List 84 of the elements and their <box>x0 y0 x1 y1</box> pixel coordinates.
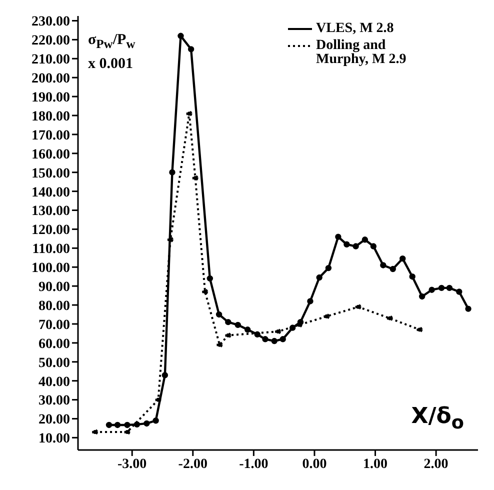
point <box>254 331 260 338</box>
y-tick-label: 120.00 <box>32 223 70 238</box>
point <box>92 428 98 435</box>
y-tick-label: 130.00 <box>32 204 70 220</box>
point <box>202 288 208 295</box>
point <box>362 236 368 243</box>
point <box>114 422 121 428</box>
y-tick-label: 60.00 <box>38 336 70 352</box>
legend-label: Dolling and Murphy, M 2.9 <box>316 38 408 67</box>
point <box>216 342 223 348</box>
point <box>400 255 406 262</box>
point <box>344 241 350 248</box>
point <box>416 326 423 333</box>
x-tick-label: 0.00 <box>302 456 327 472</box>
point <box>234 322 241 328</box>
point <box>380 262 386 268</box>
point <box>289 324 296 331</box>
point <box>206 275 214 282</box>
y-tick-label: 170.00 <box>32 128 70 144</box>
y-tick-label: 200.00 <box>32 72 70 87</box>
point <box>216 311 222 318</box>
point <box>225 318 232 326</box>
y-tick-label: 10.00 <box>38 432 70 447</box>
y-tick-label: 190.00 <box>32 90 70 106</box>
point <box>280 336 286 342</box>
point <box>324 313 330 320</box>
point <box>307 298 314 304</box>
point <box>428 286 435 293</box>
point <box>244 326 251 333</box>
point <box>124 422 130 428</box>
y-tick-label: 70.00 <box>38 318 70 333</box>
point <box>271 338 278 344</box>
y-tick-label: 180.00 <box>32 109 70 124</box>
point <box>370 243 377 250</box>
point <box>275 328 281 335</box>
x-tick-label: -2.00 <box>178 456 208 472</box>
point <box>325 264 332 272</box>
point <box>169 169 176 176</box>
point <box>162 372 168 378</box>
point <box>390 266 396 272</box>
y-tick-label: 140.00 <box>32 185 70 200</box>
point <box>465 306 472 312</box>
point <box>225 332 232 338</box>
y-tick-label: 90.00 <box>38 280 70 296</box>
y-tick-label: 110.00 <box>32 242 70 258</box>
y-tick-label: 30.00 <box>38 394 70 409</box>
x-tick-label: -1.00 <box>239 456 268 472</box>
point <box>386 315 393 322</box>
point <box>262 336 268 342</box>
y-tick-label: 160.00 <box>32 147 70 162</box>
y-tick-label: 230.00 <box>32 14 70 30</box>
x-tick-label: 1.00 <box>363 456 388 472</box>
point <box>355 304 362 310</box>
point <box>134 421 140 428</box>
point <box>106 422 112 428</box>
point <box>188 46 194 52</box>
y-tick-label: 20.00 <box>38 412 70 428</box>
point <box>152 418 159 424</box>
y-tick-label: 80.00 <box>38 298 70 314</box>
point <box>167 236 174 243</box>
legend-label: VLES, M 2.8 <box>316 21 395 36</box>
point <box>192 175 198 182</box>
point <box>446 284 453 292</box>
x-tick-label: 2.00 <box>424 456 448 472</box>
y-tick-label: 150.00 <box>32 166 70 182</box>
point <box>418 293 426 300</box>
point <box>456 288 462 295</box>
y-tick-label: 100.00 <box>32 261 70 276</box>
point <box>124 428 130 435</box>
point <box>186 110 192 117</box>
point <box>438 284 445 292</box>
y-tick-label: 220.00 <box>32 34 70 49</box>
y-tick-label: 40.00 <box>38 374 70 390</box>
y-axis-title: σ$_{Pw}$/P$_{w}$ x 0.001 <box>88 31 136 74</box>
point <box>144 420 150 427</box>
point <box>316 274 322 281</box>
point <box>178 32 184 39</box>
y-tick-label: 210.00 <box>32 52 70 68</box>
point <box>335 234 342 240</box>
x-axis-title: X/δ$_{o}$ <box>411 404 464 434</box>
y-tick-label: 50.00 <box>38 356 70 371</box>
point <box>409 273 416 280</box>
point <box>352 243 359 250</box>
x-tick-label: -3.00 <box>118 456 147 472</box>
